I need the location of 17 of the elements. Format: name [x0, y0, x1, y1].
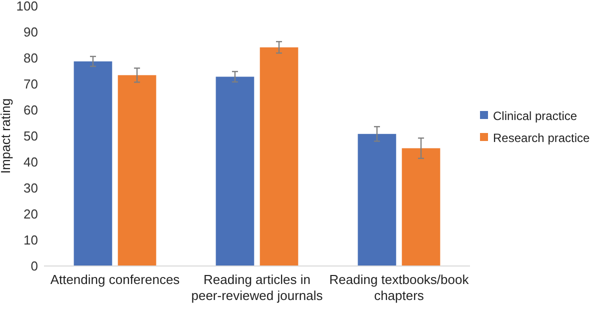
y-tick-label: 90 [24, 24, 38, 40]
y-tick-label: 70 [24, 76, 38, 92]
x-tick-label: Attending conferences [50, 272, 180, 287]
y-tick-label: 30 [24, 180, 38, 196]
y-tick-label: 20 [24, 206, 38, 222]
y-tick-label: 0 [30, 258, 38, 274]
y-tick-label: 80 [24, 50, 38, 66]
y-tick-label: 40 [24, 154, 38, 170]
legend-label: Clinical practice [493, 109, 578, 124]
legend-label: Research practice [493, 131, 590, 146]
x-tick-label: Reading textbooks/book chapters [329, 272, 470, 303]
y-axis-title: Impact rating [0, 98, 13, 174]
y-tick-label: 10 [24, 232, 38, 248]
y-tick-label: 100 [16, 0, 38, 14]
y-tick-label: 50 [24, 128, 38, 144]
x-tick-label: Reading articles in peer-reviewed journals [191, 272, 324, 303]
y-tick-label: 60 [24, 102, 38, 118]
